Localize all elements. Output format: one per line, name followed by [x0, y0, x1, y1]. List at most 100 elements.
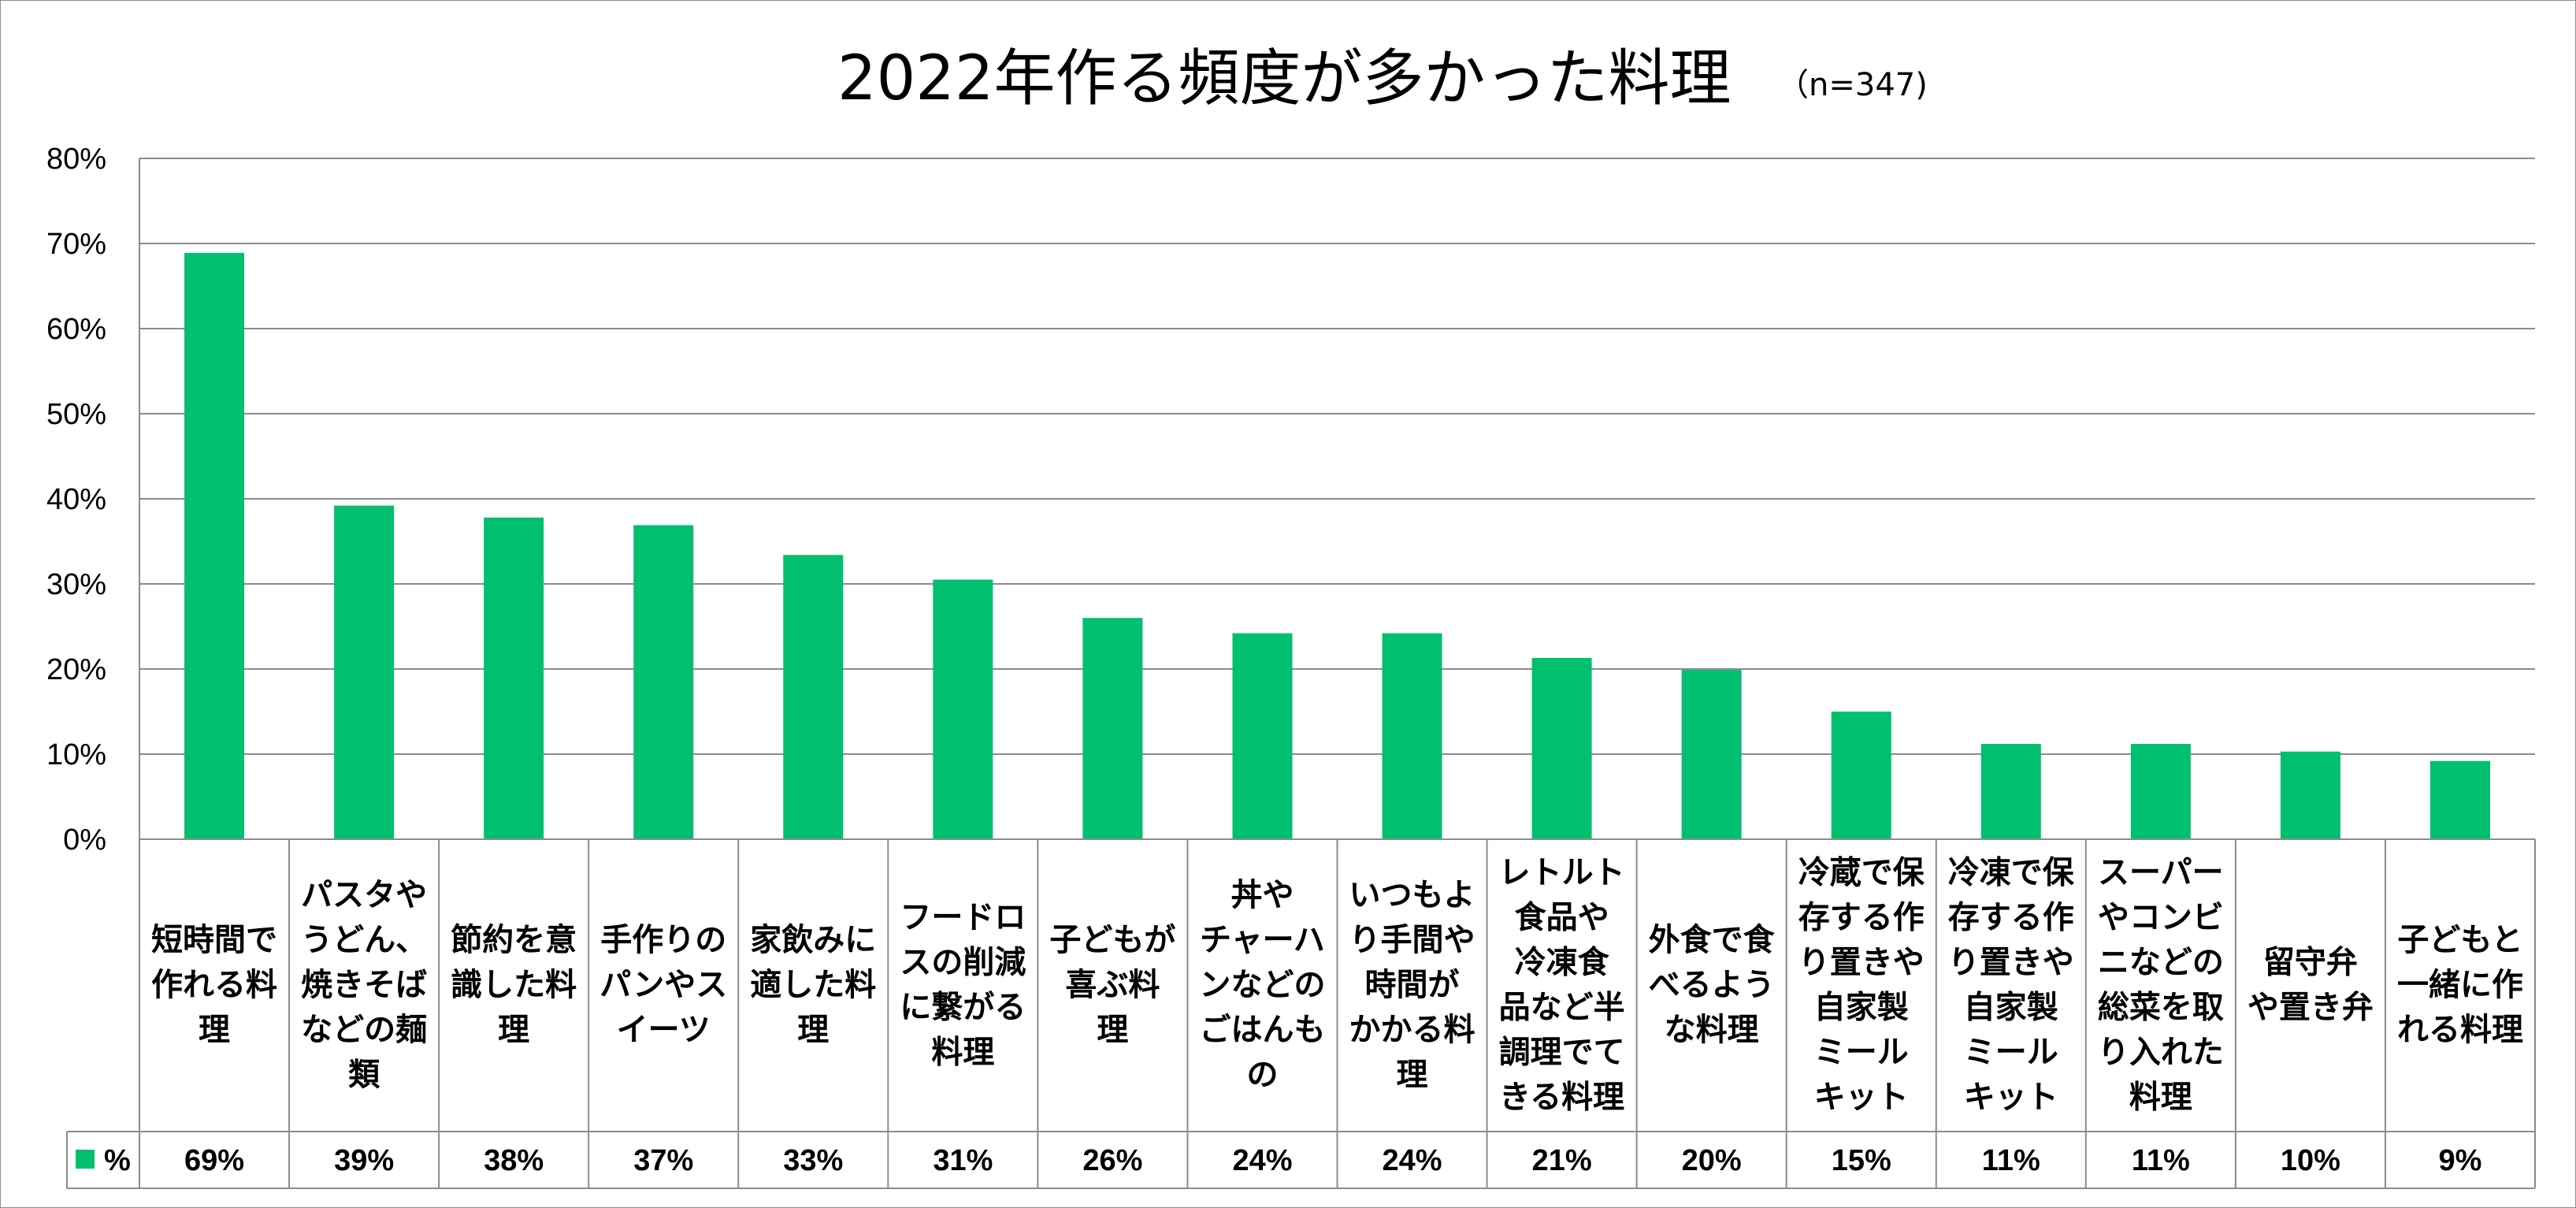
data-label: 38%	[484, 1144, 544, 1177]
category-label: 冷凍食	[1515, 945, 1610, 981]
category-label: 作れる料	[151, 967, 277, 1003]
data-label: 11%	[2132, 1144, 2190, 1177]
category-label: などの麺	[301, 1012, 427, 1048]
legend-label: %	[104, 1144, 131, 1177]
data-label: 15%	[1832, 1144, 1891, 1177]
category-label: キット	[1814, 1080, 1909, 1116]
category-label: やコンビ	[2098, 900, 2224, 936]
y-tick-label: 50%	[46, 398, 106, 431]
category-label: 丼や	[1230, 877, 1294, 913]
category-label: り手間や	[1349, 922, 1475, 958]
category-label: 短時間で	[151, 922, 277, 958]
data-label: 26%	[1082, 1144, 1142, 1177]
y-tick-label: 40%	[46, 483, 106, 516]
category-label: 焼きそば	[301, 967, 427, 1003]
bar	[783, 555, 844, 839]
y-tick-label: 20%	[46, 653, 106, 686]
category-label: レトルト	[1499, 855, 1625, 891]
category-label: パンやス	[599, 967, 727, 1003]
category-label: れる料理	[2397, 1012, 2523, 1048]
category-label: フードロ	[900, 900, 1026, 936]
category-label: うどん、	[301, 922, 427, 958]
bar	[2130, 744, 2191, 839]
category-label: いつもよ	[1349, 877, 1475, 913]
category-label: 節約を意	[451, 922, 577, 958]
y-tick-label: 80%	[46, 143, 106, 176]
category-label: 一緒に作	[2397, 967, 2523, 1003]
category-label: 食品や	[1515, 900, 1609, 936]
data-label: 9%	[2439, 1144, 2482, 1177]
category-label: ごはんも	[1199, 1012, 1325, 1048]
legend-swatch	[76, 1150, 95, 1169]
bar	[1232, 633, 1293, 839]
data-label: 39%	[334, 1144, 394, 1177]
bar	[2429, 760, 2490, 839]
category-label: な料理	[1665, 1012, 1759, 1048]
bar	[933, 579, 993, 839]
category-label: の	[1246, 1057, 1278, 1093]
bar	[1681, 670, 1742, 839]
data-label: 69%	[184, 1144, 244, 1177]
category-label: 冷凍で保	[1948, 855, 2075, 891]
data-label: 20%	[1682, 1144, 1742, 1177]
chart-subtitle: （n=347)	[1777, 67, 1928, 103]
category-label: べるよう	[1649, 967, 1775, 1003]
bar	[1082, 618, 1143, 839]
category-label: パスタや	[301, 877, 427, 913]
data-label: 11%	[1982, 1144, 2040, 1177]
data-label: 24%	[1383, 1144, 1442, 1177]
data-label: 21%	[1532, 1144, 1592, 1177]
category-label: り置きや	[1798, 945, 1925, 981]
category-label: ミール	[1964, 1035, 2058, 1071]
category-label: 料理	[931, 1035, 994, 1071]
bar	[633, 525, 694, 839]
category-label: 外食で食	[1649, 922, 1776, 958]
bar	[334, 505, 395, 839]
category-label: 自家製	[1964, 990, 2058, 1026]
y-tick-label: 0%	[63, 823, 106, 857]
category-label: 総菜を取	[2098, 990, 2224, 1026]
y-tick-label: 70%	[46, 228, 106, 261]
category-label: 冷蔵で保	[1798, 855, 1925, 891]
category-label: 識した料	[451, 967, 577, 1003]
category-label: イーツ	[617, 1012, 711, 1048]
category-label: 子どもが	[1049, 922, 1175, 958]
category-label: に繋がる	[900, 990, 1026, 1026]
category-label: ニなどの	[2098, 945, 2224, 981]
data-label: 33%	[783, 1144, 843, 1177]
category-label: 手作りの	[600, 922, 726, 958]
category-label: チャーハ	[1200, 922, 1325, 958]
category-label: きる料理	[1499, 1080, 1624, 1116]
bar	[1531, 657, 1592, 839]
chart-title: 2022年作る頻度が多かった料理	[837, 43, 1732, 114]
bar	[2280, 751, 2340, 839]
category-label: 自家製	[1814, 990, 1909, 1026]
category-label: スーパー	[2098, 855, 2224, 891]
category-label: 類	[348, 1057, 380, 1093]
category-label: 留守弁	[2263, 945, 2358, 981]
category-label: 理	[1397, 1057, 1428, 1093]
category-label: 喜ぶ料	[1065, 967, 1160, 1003]
y-tick-label: 10%	[46, 738, 106, 771]
category-label: 理	[797, 1012, 829, 1048]
category-label: かかる料	[1349, 1012, 1475, 1048]
y-tick-label: 30%	[46, 568, 106, 601]
category-label: 理	[199, 1012, 230, 1048]
category-label: 調理でて	[1499, 1035, 1625, 1071]
bar	[184, 252, 245, 839]
category-label: 理	[1097, 1012, 1128, 1048]
bar	[1831, 712, 1891, 839]
category-label: 料理	[2129, 1080, 2192, 1116]
category-label: 品など半	[1499, 990, 1625, 1026]
data-label: 37%	[633, 1144, 693, 1177]
bar	[484, 517, 544, 839]
category-label: 存する作	[1798, 900, 1925, 936]
category-label: 理	[498, 1012, 529, 1048]
category-label: り置きや	[1948, 945, 2074, 981]
category-label: ンなどの	[1199, 967, 1325, 1003]
category-label: キット	[1964, 1080, 2058, 1116]
category-label: スの削減	[900, 945, 1026, 981]
category-label: 家飲みに	[750, 922, 876, 958]
